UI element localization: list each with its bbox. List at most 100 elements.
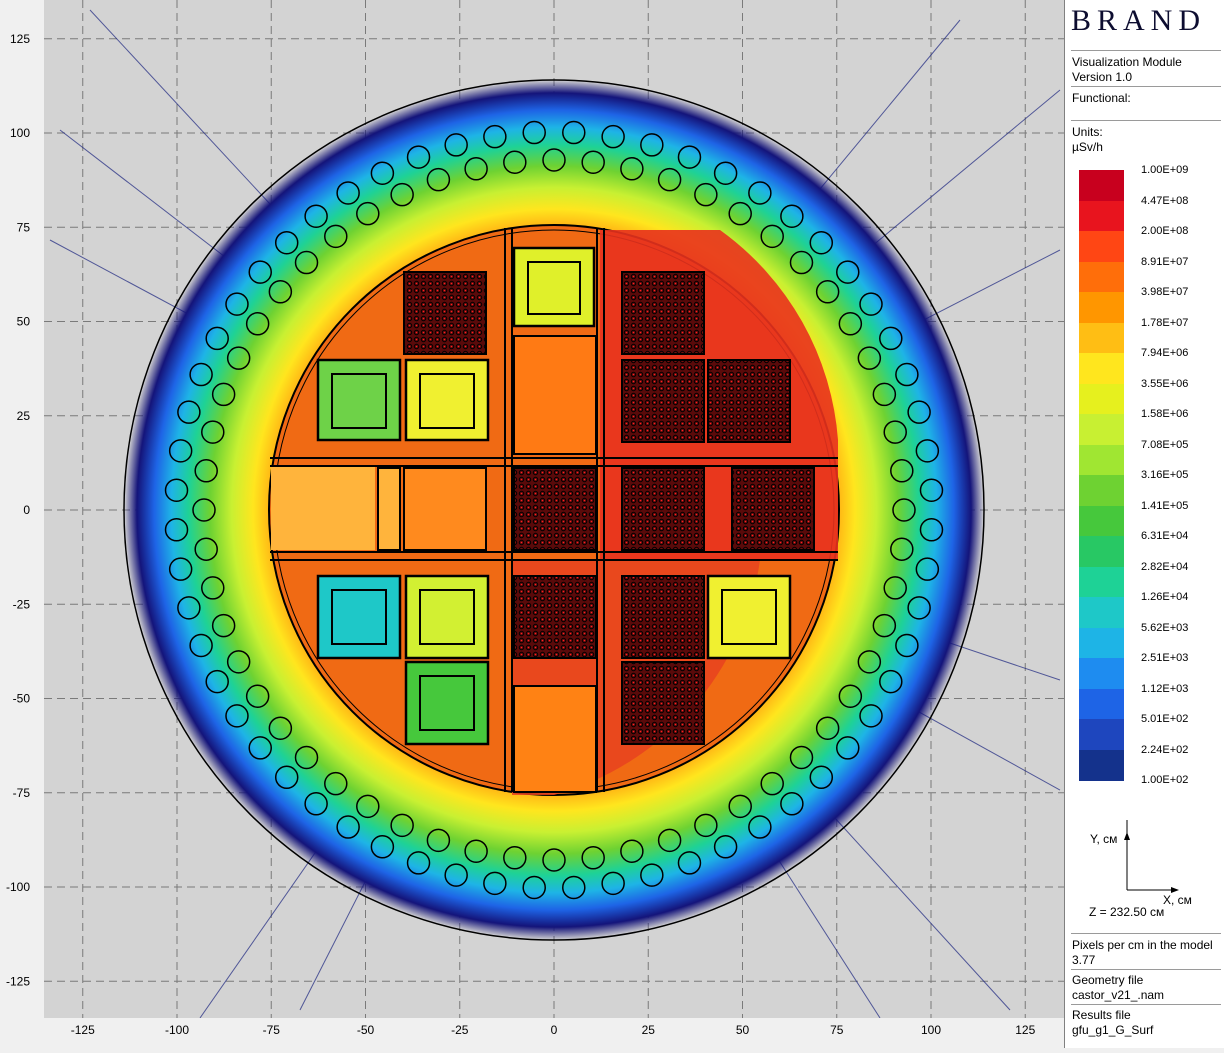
empty-position[interactable] <box>316 574 402 660</box>
axis-orientation <box>1124 820 1179 893</box>
fuel-assembly[interactable] <box>621 271 705 355</box>
moderator-rod <box>907 596 931 620</box>
fuel-assembly[interactable] <box>731 467 815 551</box>
basket-channels <box>270 228 838 792</box>
legend-swatch <box>1079 322 1124 354</box>
moderator-rod <box>248 736 272 760</box>
moderator-rod <box>426 828 451 853</box>
y-tick-label: 0 <box>23 503 30 517</box>
moderator-rod <box>620 839 644 863</box>
moderator-rod <box>713 835 738 859</box>
moderator-rod <box>542 148 566 172</box>
moderator-rod <box>503 150 527 174</box>
y-tick-label: -25 <box>13 597 31 611</box>
empty-position[interactable] <box>404 660 490 746</box>
cask-outer-wall <box>123 79 985 941</box>
y-tick-label: -100 <box>6 880 30 894</box>
legend-swatch <box>1079 414 1124 445</box>
legend-label: 1.26E+04 <box>1141 591 1189 603</box>
moderator-rod <box>356 201 380 226</box>
fuel-assembly[interactable] <box>621 359 705 443</box>
fuel-assembly[interactable] <box>621 575 705 659</box>
legend-swatch <box>1079 597 1124 628</box>
moderator-rod <box>915 439 940 463</box>
fuel-assembly[interactable] <box>621 661 705 745</box>
moderator-rod <box>225 292 249 316</box>
moderator-rod <box>164 478 189 502</box>
legend-label: 6.31E+04 <box>1141 530 1189 542</box>
brand-logo: BRAND <box>1071 4 1207 37</box>
moderator-rod <box>713 161 738 185</box>
dose-map-svg[interactable]: -125 -100 -75 -50 -25 0 25 50 75 100 125 125 100 75 50… <box>0 0 1064 1048</box>
legend-swatch <box>1079 475 1124 506</box>
moderator-rod <box>444 863 468 887</box>
moderator-rod <box>201 420 225 444</box>
moderator-rod <box>503 846 527 870</box>
moderator-rod <box>789 250 814 275</box>
legend-label: 1.41E+05 <box>1141 499 1189 512</box>
moderator-rod <box>748 815 772 839</box>
moderator-rod <box>892 498 916 522</box>
legend-swatch <box>1079 383 1124 415</box>
info-panel: BRAND Visualization Module Version 1.0 F… <box>1064 0 1224 1048</box>
moderator-rod <box>895 362 919 387</box>
geometry-file: castor_v21_.nam <box>1072 988 1165 1002</box>
fuel-assembly[interactable] <box>621 467 705 551</box>
moderator-rod <box>192 498 216 522</box>
y-tick-label: -125 <box>6 974 30 988</box>
moderator-rod <box>883 420 907 444</box>
fuel-assembly[interactable] <box>513 575 597 659</box>
fuel-assembly[interactable] <box>707 359 791 443</box>
legend-label: 1.78E+07 <box>1141 316 1189 329</box>
y-tick-label: 75 <box>17 220 31 234</box>
moderator-rod <box>245 312 270 336</box>
y-tick-label: 125 <box>10 32 30 46</box>
moderator-rod <box>815 716 840 740</box>
module-version: Version 1.0 <box>1072 70 1133 84</box>
moderator-rod <box>324 771 348 796</box>
x-tick-label: -125 <box>71 1023 95 1037</box>
legend-label: 3.98E+07 <box>1141 286 1189 298</box>
moderator-rods <box>164 120 944 900</box>
empty-position[interactable] <box>404 574 490 660</box>
empty-position[interactable] <box>706 574 792 660</box>
moderator-rod <box>915 557 940 581</box>
moderator-rod <box>168 557 193 581</box>
moderator-rod <box>890 537 914 561</box>
legend-label: 4.47E+08 <box>1141 194 1189 207</box>
moderator-rod <box>268 716 293 740</box>
x-tick-label: 75 <box>830 1023 844 1037</box>
legend-label: 1.00E+09 <box>1141 164 1189 176</box>
moderator-rod <box>194 537 218 561</box>
moderator-rod <box>177 400 201 424</box>
moderator-rod <box>838 684 863 708</box>
moderator-rod <box>907 400 931 424</box>
legend-swatch <box>1079 688 1124 720</box>
legend-swatch <box>1079 444 1124 476</box>
legend-label: 5.62E+03 <box>1141 621 1189 634</box>
moderator-rod <box>406 851 431 875</box>
moderator-rod <box>336 815 360 839</box>
moderator-rod <box>728 794 752 819</box>
moderator-rod <box>919 478 944 502</box>
moderator-rod <box>872 382 897 407</box>
legend-label: 1.00E+02 <box>1141 774 1189 786</box>
fuel-assembly[interactable] <box>403 271 487 355</box>
moderator-rod <box>177 596 201 620</box>
moderator-rod <box>815 280 840 304</box>
moderator-rod <box>324 224 348 249</box>
legend-swatch <box>1079 536 1124 567</box>
moderator-rod <box>780 792 804 816</box>
moderator-rod <box>601 124 625 149</box>
legend-swatch <box>1079 292 1124 323</box>
moderator-rod <box>883 576 907 600</box>
moderator-rod <box>601 871 625 896</box>
moderator-rod <box>205 669 229 694</box>
functional-label: Functional: <box>1072 91 1131 105</box>
moderator-rod <box>581 846 605 870</box>
fuel-assembly[interactable] <box>513 467 597 551</box>
results-file: gfu_g1_G_Surf <box>1072 1023 1154 1037</box>
dose-map-plot[interactable]: -125 -100 -75 -50 -25 0 25 50 75 100 125 125 100 75 50… <box>0 0 1064 1048</box>
moderator-rod <box>780 204 804 228</box>
moderator-rod <box>189 362 213 387</box>
